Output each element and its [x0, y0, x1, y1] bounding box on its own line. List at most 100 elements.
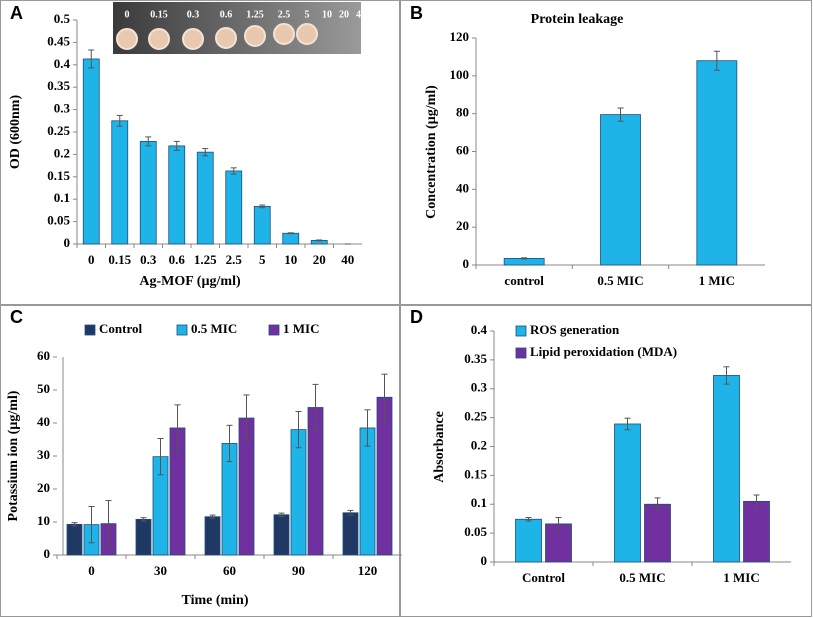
- bar: [225, 170, 243, 245]
- x-tick-label: 0.5 MIC: [619, 570, 665, 585]
- y-tick-label: 0: [64, 235, 71, 250]
- y-tick-label: 0.35: [47, 78, 70, 93]
- y-tick-label: 0.3: [471, 380, 488, 395]
- y-tick-label: 0.35: [464, 351, 487, 366]
- error-bar: [202, 148, 209, 157]
- error-bar: [521, 257, 528, 260]
- x-axis-title: Ag-MOF (µg/ml): [139, 274, 241, 289]
- chart-title: Protein leakage: [531, 12, 624, 27]
- legend-label: Lipid peroxidation (MDA): [530, 344, 677, 359]
- x-tick-label: 20: [313, 252, 326, 267]
- x-tick-label: 1 MIC: [723, 570, 759, 585]
- y-tick-label: 0.1: [54, 190, 70, 205]
- legend-swatch: [84, 324, 96, 336]
- y-tick-label: 0.05: [464, 524, 487, 539]
- legend-swatch: [176, 324, 188, 336]
- y-tick-label: 80: [456, 105, 469, 120]
- x-tick-label: 1.25: [194, 252, 217, 267]
- error-bar: [278, 512, 285, 517]
- error-bar: [347, 509, 354, 516]
- error-bar: [316, 239, 323, 242]
- error-bar: [243, 394, 250, 442]
- bar: [600, 114, 641, 266]
- error-bar: [753, 494, 760, 509]
- y-tick-label: 0.15: [464, 466, 487, 481]
- y-tick-label: 0.4: [54, 56, 71, 71]
- error-bar: [174, 404, 181, 452]
- x-tick-label: 120: [358, 563, 378, 578]
- y-tick-label: 0.25: [464, 409, 487, 424]
- panel-letter: D: [410, 307, 423, 327]
- panel-letter: C: [10, 307, 23, 327]
- y-tick-label: 0.4: [471, 322, 488, 337]
- y-tick-label: 0.15: [47, 168, 70, 183]
- error-bar: [617, 107, 624, 122]
- legend-swatch: [268, 324, 280, 336]
- plate-spots: [116, 23, 318, 50]
- x-tick-label: 30: [154, 563, 167, 578]
- y-tick-label: 10: [37, 513, 50, 528]
- panel-frame: [0, 305, 400, 617]
- y-tick-label: 50: [37, 381, 50, 396]
- error-bar: [654, 497, 661, 512]
- x-tick-label: Control: [522, 570, 565, 585]
- bar: [290, 429, 307, 556]
- y-tick-label: 0: [44, 546, 51, 561]
- bar: [713, 375, 740, 563]
- error-bar: [364, 409, 371, 447]
- y-tick-label: 0.5: [54, 11, 71, 26]
- y-tick-label: 60: [456, 142, 469, 157]
- inset-label: 5: [305, 9, 310, 20]
- inset-label: 1.25: [246, 9, 264, 20]
- inset-label: 2.5: [278, 9, 291, 20]
- panel-frame: [400, 0, 812, 305]
- error-bar: [157, 438, 164, 476]
- error-bar: [713, 50, 720, 71]
- error-bar: [209, 514, 216, 519]
- legend-label: ROS generation: [530, 322, 620, 337]
- error-bar: [226, 424, 233, 463]
- y-tick-label: 20: [456, 218, 469, 233]
- error-bar: [230, 167, 237, 175]
- panel-letter: A: [10, 3, 23, 23]
- legend-swatch: [515, 325, 527, 337]
- y-tick-label: 0.1: [471, 495, 487, 510]
- y-tick-label: 0.25: [47, 123, 70, 138]
- bar: [273, 514, 290, 556]
- x-tick-label: 60: [223, 563, 236, 578]
- bar: [139, 141, 157, 245]
- inset-label: 0.15: [150, 9, 168, 20]
- y-tick-label: 20: [37, 480, 50, 495]
- inset-label: 20: [339, 9, 349, 20]
- inset-label: 0.6: [220, 9, 233, 20]
- y-tick-label: 0: [463, 256, 470, 271]
- error-bar: [173, 140, 180, 151]
- error-bar: [381, 373, 388, 421]
- bar: [135, 518, 152, 556]
- bar: [696, 60, 738, 266]
- x-tick-label: 0.6: [169, 252, 186, 267]
- error-bar: [723, 366, 730, 385]
- y-tick-label: 30: [37, 447, 50, 462]
- panel-letter: B: [410, 3, 423, 23]
- x-tick-label: 0.5 MIC: [597, 273, 643, 288]
- bar: [82, 58, 100, 245]
- bar: [644, 503, 671, 563]
- x-tick-label: 5: [259, 252, 266, 267]
- x-tick-label: control: [504, 273, 544, 288]
- panel-frame: [400, 305, 812, 617]
- bar: [66, 523, 83, 556]
- x-tick-label: 90: [292, 563, 305, 578]
- x-tick-label: 10: [284, 252, 297, 267]
- error-bar: [140, 517, 147, 522]
- x-axis-title: Time (min): [181, 593, 248, 608]
- bar: [376, 396, 393, 556]
- error-bar: [88, 505, 95, 544]
- x-tick-label: 0.15: [108, 252, 131, 267]
- inset-label: 40: [356, 9, 366, 20]
- error-bar: [145, 136, 152, 147]
- error-bar: [295, 410, 302, 449]
- error-bar: [71, 522, 78, 527]
- x-tick-label: 2.5: [226, 252, 243, 267]
